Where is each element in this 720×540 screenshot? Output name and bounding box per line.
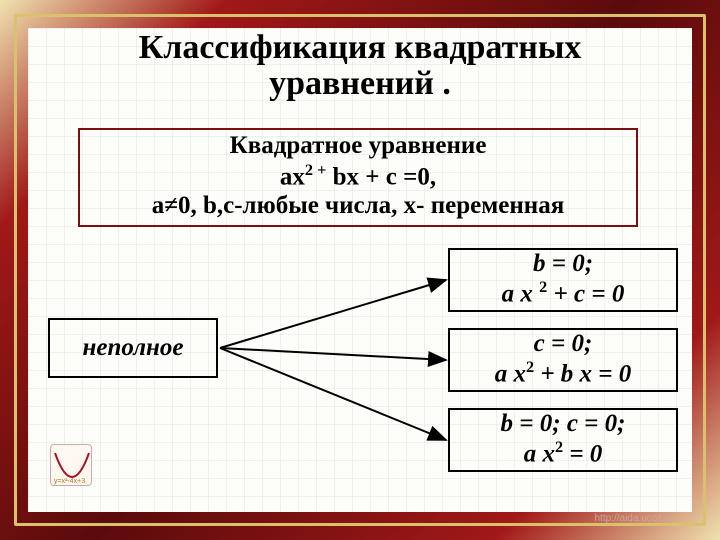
arrow-line xyxy=(220,348,446,440)
case-bc0-eq: a x2 = 0 xyxy=(456,438,670,468)
watermark: http://aida.ucoz.ru xyxy=(595,513,675,524)
case-c0-cond: c = 0; xyxy=(456,330,670,358)
case-b0: b = 0;a x 2 + c = 0 xyxy=(448,248,678,312)
content-area: Классификация квадратных уравнений . Ква… xyxy=(28,28,692,512)
case-bc0-cond: b = 0; c = 0; xyxy=(456,410,670,438)
case-c0: c = 0;a x2 + b x = 0 xyxy=(448,328,678,392)
case-c0-eq: a x2 + b x = 0 xyxy=(456,358,670,388)
case-bc0: b = 0; c = 0;a x2 = 0 xyxy=(448,408,678,472)
case-b0-eq: a x 2 + c = 0 xyxy=(456,278,670,308)
svg-text:y=x²-4x+3: y=x²-4x+3 xyxy=(54,478,85,485)
arrow-line xyxy=(220,280,446,348)
arrow-line xyxy=(220,348,446,360)
corner-logo: y=x²-4x+3 xyxy=(50,444,92,486)
case-b0-cond: b = 0; xyxy=(456,250,670,278)
slide-frame: Классификация квадратных уравнений . Ква… xyxy=(0,0,720,540)
